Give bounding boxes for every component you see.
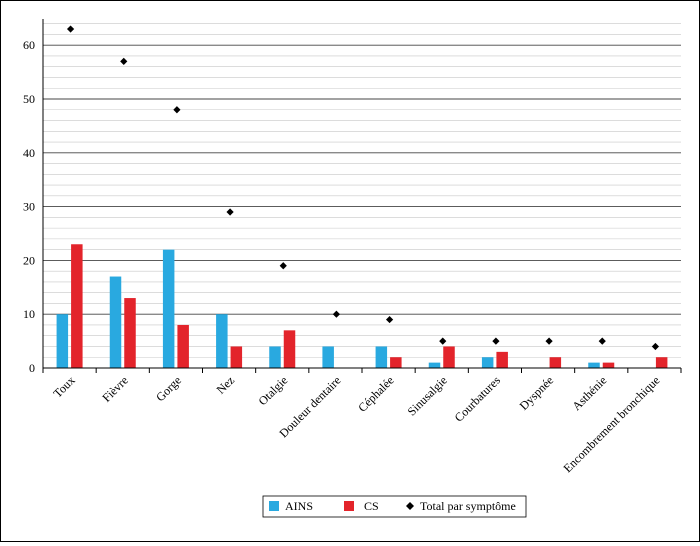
- bar-ains-3: [216, 314, 228, 368]
- total-point-11: [651, 342, 660, 351]
- y-tick-label: 40: [23, 146, 35, 160]
- category-label-3: Nez: [214, 373, 238, 397]
- y-tick-labels: 0 10 20 30 40 50 60: [23, 38, 35, 375]
- bar-ains-10: [588, 362, 600, 368]
- grid-lines: [43, 23, 681, 358]
- total-point-5: [332, 310, 341, 318]
- bar-ains-7: [428, 362, 441, 368]
- total-point-8: [492, 337, 500, 345]
- bar-cs-3: [230, 346, 243, 368]
- total-point-0: [66, 25, 75, 33]
- category-label-8: Courbatures: [452, 373, 504, 425]
- legend-label-total: Total par symptôme: [420, 499, 516, 513]
- legend: AINS CS Total par symptôme: [262, 495, 527, 518]
- total-point-6: [385, 315, 394, 324]
- y-tick-label: 60: [23, 38, 35, 52]
- bar-cs-7: [443, 346, 455, 368]
- category-label-1: Fièvre: [99, 373, 131, 405]
- total-point-10: [598, 337, 606, 345]
- total-point-2: [173, 106, 181, 114]
- legend-swatch-ains: [269, 501, 279, 511]
- bar-cs-0: [71, 244, 83, 368]
- bar-cs-4: [283, 330, 296, 368]
- y-tick-label: 0: [29, 361, 35, 375]
- bar-ains-8: [481, 357, 494, 368]
- total-points: [66, 25, 660, 351]
- total-point-7: [439, 337, 447, 345]
- total-point-9: [545, 337, 553, 345]
- category-label-2: Gorge: [153, 373, 184, 404]
- bars: [56, 244, 668, 368]
- bar-cs-1: [124, 298, 136, 368]
- category-label-4: Otalgie: [255, 373, 290, 408]
- legend-swatch-cs: [344, 501, 354, 511]
- bar-cs-10: [602, 362, 615, 368]
- bar-cs-8: [496, 351, 508, 368]
- category-label-11: Encombrement bronchique: [561, 373, 663, 475]
- axes: [42, 19, 682, 373]
- bar-ains-2: [162, 249, 175, 368]
- category-label-10: Asthénie: [569, 373, 609, 413]
- legend-swatch-total: [406, 502, 414, 510]
- y-tick-label: 10: [23, 307, 35, 321]
- bar-ains-6: [375, 346, 388, 368]
- bar-cs-9: [549, 357, 562, 368]
- bar-ains-4: [269, 346, 281, 368]
- category-label-7: Sinusalgie: [405, 373, 450, 418]
- category-label-6: Céphalée: [355, 373, 396, 414]
- bar-cs-11: [655, 357, 668, 368]
- legend-box: [262, 495, 527, 518]
- total-point-1: [120, 57, 128, 65]
- bar-cs-2: [177, 324, 189, 368]
- legend-label-ains: AINS: [285, 499, 313, 513]
- legend-label-cs: CS: [364, 499, 379, 513]
- bar-ains-0: [56, 314, 69, 368]
- y-tick-label: 30: [23, 200, 35, 214]
- y-tick-label: 20: [23, 253, 35, 267]
- category-label-0: Toux: [50, 373, 77, 400]
- total-point-3: [226, 208, 234, 216]
- bar-cs-6: [390, 357, 402, 368]
- bar-ains-5: [322, 346, 334, 368]
- y-tick-label: 50: [23, 92, 35, 106]
- category-label-9: Dyspnée: [517, 373, 557, 413]
- total-point-4: [279, 262, 287, 270]
- bar-ains-1: [109, 276, 122, 368]
